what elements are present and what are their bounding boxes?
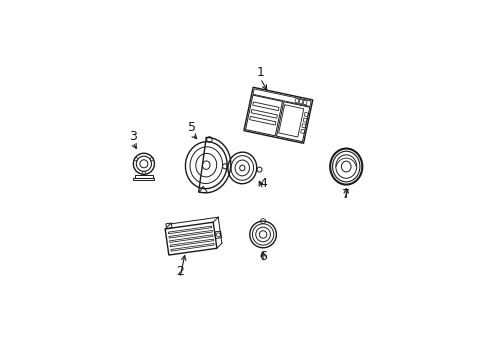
Text: 6: 6 (259, 250, 266, 263)
Text: 3: 3 (129, 130, 137, 143)
Bar (133, 178, 154, 180)
Text: 1: 1 (256, 66, 264, 79)
Text: 4: 4 (259, 177, 266, 190)
Bar (135, 175, 153, 178)
Text: 2: 2 (176, 265, 183, 278)
Text: 5: 5 (188, 121, 196, 134)
Text: 7: 7 (342, 188, 349, 201)
